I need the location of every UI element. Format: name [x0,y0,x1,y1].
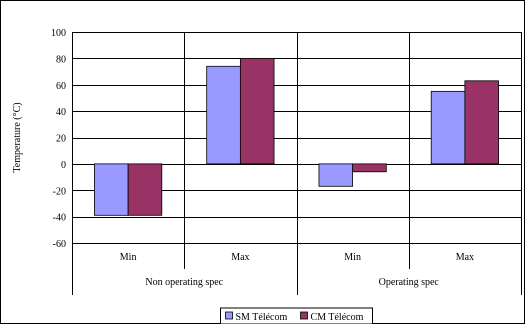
group-label: Non operating spec [145,277,223,288]
legend-label: CM Télécom [311,312,364,323]
legend-swatch [300,311,308,320]
bar-cm-3 [464,80,499,165]
legend-label: SM Télécom [236,312,288,323]
y-tick-label: 40 [56,107,66,118]
legend-swatch [225,311,233,320]
bar-sm-0 [94,163,129,216]
y-tick-label: 100 [51,28,66,39]
category-label: Min [344,252,361,263]
bar-sm-3 [430,90,466,165]
y-tick-label: 80 [56,54,66,65]
y-tick-label: 0 [61,160,66,171]
y-tick-label: -20 [53,186,66,197]
group-label: Operating spec [379,277,440,288]
bar-sm-1 [206,65,241,165]
category-label: Min [120,252,137,263]
bar-cm-2 [352,163,387,173]
bar-cm-1 [239,57,275,165]
y-tick-label: 60 [56,81,66,92]
y-axis-label: Temperature (°C) [12,102,23,172]
y-tick-label: -60 [53,239,66,250]
y-tick-label: 20 [56,134,66,145]
y-tick-label: -40 [53,213,66,224]
bar-sm-2 [318,163,354,187]
category-label: Max [231,252,249,263]
bar-cm-0 [127,163,163,216]
category-label: Max [456,252,474,263]
